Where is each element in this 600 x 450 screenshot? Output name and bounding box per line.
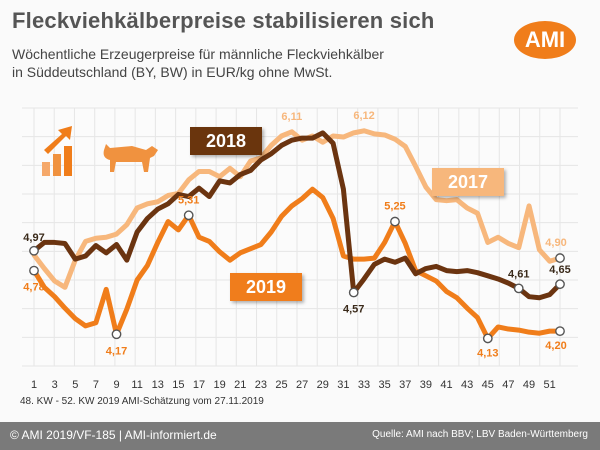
data-point-marker <box>390 216 400 227</box>
x-tick-label: 39 <box>420 379 432 391</box>
x-tick-label: 27 <box>296 379 308 391</box>
x-tick-label: 41 <box>440 379 452 391</box>
data-label-2019: 5,31 <box>178 194 199 206</box>
data-point-marker <box>555 279 565 290</box>
data-point-marker <box>555 253 565 263</box>
x-tick-label: 29 <box>317 379 329 391</box>
x-tick-label: 25 <box>275 379 287 391</box>
x-tick-label: 11 <box>131 379 142 391</box>
growth-bars-arrow-icon <box>42 126 72 176</box>
series-box-2017 <box>432 168 504 196</box>
x-tick-label: 23 <box>255 379 267 391</box>
x-axis-ticks: 1 3 5 7 9 11 13 15 17 19 21 23 25 27 29 31 33 35 37 39 41 43 4… <box>31 379 556 391</box>
data-label-2019: 4,78 <box>23 282 44 294</box>
line-chart: 4,97 4,57 4,61 4,65 4,78 4,17 5,31 5,25 4,13 4,20… <box>20 106 580 391</box>
data-label-2017: 4,90 <box>545 237 566 249</box>
x-tick-label: 35 <box>379 379 391 391</box>
x-tick-label: 17 <box>193 379 205 391</box>
series-box-2018 <box>190 127 262 155</box>
x-tick-label: 43 <box>461 379 473 391</box>
data-label-2018: 4,57 <box>343 304 364 316</box>
x-tick-label: 3 <box>52 379 58 391</box>
series-box-label-2019: 2019 <box>246 277 286 297</box>
series-line-2019 <box>31 186 563 341</box>
x-tick-label: 37 <box>399 379 411 391</box>
data-label-2019: 4,13 <box>477 347 498 359</box>
copyright-text: © AMI 2019/VF-185 | AMI-informiert.de <box>10 428 217 442</box>
x-tick-label: 5 <box>72 379 78 391</box>
x-tick-label: 9 <box>113 379 119 391</box>
data-point-marker <box>29 245 39 256</box>
x-tick-label: 49 <box>523 379 535 391</box>
data-label-2018: 4,97 <box>23 232 44 244</box>
data-point-marker <box>111 329 122 340</box>
footer-bar: © AMI 2019/VF-185 | AMI-informiert.de Qu… <box>0 422 600 450</box>
data-label-2017: 6,12 <box>353 110 374 122</box>
x-tick-label: 19 <box>214 379 226 391</box>
x-tick-label: 31 <box>337 379 349 391</box>
x-tick-label: 33 <box>358 379 370 391</box>
data-point-marker <box>29 265 39 276</box>
x-tick-label: 13 <box>152 379 164 391</box>
x-tick-label: 51 <box>544 379 556 391</box>
series-lines <box>31 128 563 341</box>
data-label-2019: 4,20 <box>545 340 566 352</box>
chart-subtitle-line-2: in Süddeutschland (BY, BW) in EUR/kg ohn… <box>12 64 333 80</box>
series-box-label-2018: 2018 <box>206 131 246 151</box>
data-labels: 4,97 4,57 4,61 4,65 4,78 4,17 5,31 5,25 4,13 4,20… <box>23 110 570 360</box>
footnote: 48. KW - 52. KW 2019 AMI-Schätzung vom 2… <box>20 396 264 407</box>
data-point-marker <box>513 283 524 294</box>
x-tick-label: 7 <box>93 379 99 391</box>
x-tick-label: 21 <box>234 379 246 391</box>
series-box-2019 <box>230 273 302 301</box>
data-point-marker <box>348 287 359 298</box>
data-label-2019: 4,17 <box>106 345 127 357</box>
data-point-marker <box>555 326 565 337</box>
chart-title: Fleckviehkälberpreise stabilisieren sich <box>12 8 435 33</box>
series-line-2017 <box>31 128 563 290</box>
x-tick-label: 1 <box>31 379 37 391</box>
series-box-label-2017: 2017 <box>448 172 488 192</box>
ami-logo: AMI <box>514 21 576 59</box>
data-label-2019: 5,25 <box>384 201 405 213</box>
data-label-2018: 4,65 <box>549 264 570 276</box>
data-label-2017: 6,11 <box>281 111 302 123</box>
series-line-2018 <box>31 130 563 301</box>
data-label-2018: 4,61 <box>508 268 529 280</box>
source-text: Quelle: AMI nach BBV; LBV Baden-Württemb… <box>372 429 588 440</box>
data-point-marker <box>183 210 194 221</box>
x-tick-label: 45 <box>482 379 494 391</box>
data-point-marker <box>482 333 493 344</box>
cow-icon <box>103 144 158 172</box>
x-tick-label: 15 <box>172 379 184 391</box>
x-tick-label: 47 <box>502 379 514 391</box>
series-boxes: 2018 2019 2017 <box>190 127 504 301</box>
chart-subtitle-line-1: Wöchentliche Erzeugerpreise für männlich… <box>12 46 384 62</box>
